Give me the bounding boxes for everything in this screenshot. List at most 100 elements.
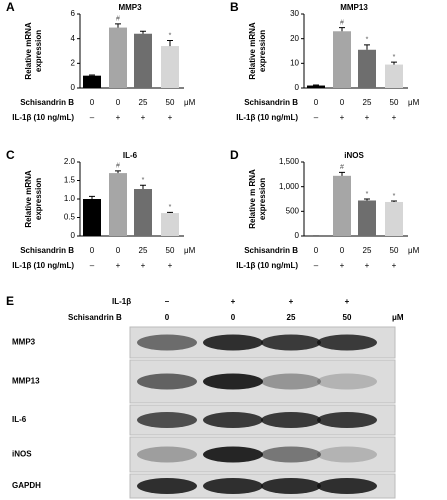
treatment-label: – bbox=[165, 297, 170, 306]
y-axis-label-line: Relative mRNA bbox=[248, 22, 257, 80]
significance-mark: * bbox=[366, 37, 369, 44]
blot-band bbox=[317, 478, 377, 494]
chart-title: iNOS bbox=[344, 151, 364, 160]
bar bbox=[109, 27, 127, 88]
error-bar bbox=[339, 171, 345, 176]
y-axis-label-line: expression bbox=[258, 178, 267, 220]
error-bar bbox=[391, 200, 397, 202]
unit-label: μM bbox=[392, 313, 404, 322]
row-label: IL-1β (10 ng/mL) bbox=[12, 261, 74, 270]
bar bbox=[358, 200, 376, 236]
row-label: Schisandrin B bbox=[20, 98, 74, 107]
row-label: Schisandrin B bbox=[20, 246, 74, 255]
y-tick-label: 1.5 bbox=[64, 176, 76, 185]
treatment-label: + bbox=[168, 261, 173, 270]
bar bbox=[385, 64, 403, 88]
significance-mark: # bbox=[116, 163, 120, 170]
row-label: IL-1β (10 ng/mL) bbox=[236, 261, 298, 270]
header-label: IL-1β bbox=[112, 297, 131, 306]
error-bar bbox=[364, 44, 370, 50]
bar bbox=[134, 189, 152, 236]
row-label: MMP13 bbox=[12, 377, 40, 386]
blot-band bbox=[203, 373, 263, 390]
significance-mark: # bbox=[116, 16, 120, 23]
error-bar bbox=[364, 198, 370, 201]
significance-mark: * bbox=[366, 191, 369, 198]
treatment-label: – bbox=[90, 113, 95, 122]
error-bar bbox=[140, 184, 146, 190]
x-tick-label: 50 bbox=[166, 246, 175, 255]
error-bar bbox=[89, 195, 95, 199]
x-tick-label: 0 bbox=[340, 246, 345, 255]
chart-title: MMP3 bbox=[118, 3, 142, 12]
row-label: IL-1β (10 ng/mL) bbox=[12, 113, 74, 122]
error-bar bbox=[115, 23, 121, 28]
treatment-label: + bbox=[365, 261, 370, 270]
significance-mark: * bbox=[393, 54, 396, 61]
y-axis-label: Relative m RNAexpression bbox=[248, 169, 267, 229]
y-tick-label: 4 bbox=[71, 34, 76, 43]
bar bbox=[385, 201, 403, 236]
bar bbox=[333, 175, 351, 236]
y-axis-label-line: expression bbox=[258, 30, 267, 72]
panel-label: A bbox=[6, 0, 15, 14]
x-tick-label: 50 bbox=[390, 98, 399, 107]
significance-mark: # bbox=[340, 164, 344, 171]
treatment-label: – bbox=[314, 113, 319, 122]
row-label: Schisandrin B bbox=[244, 246, 298, 255]
row-label: Schisandrin B bbox=[244, 98, 298, 107]
y-tick-label: 0 bbox=[295, 83, 300, 92]
bar bbox=[307, 85, 325, 88]
bar bbox=[109, 173, 127, 236]
chart-title: IL-6 bbox=[123, 151, 138, 160]
panel-label: B bbox=[230, 0, 239, 14]
error-bar bbox=[339, 27, 345, 32]
row-label: MMP3 bbox=[12, 338, 36, 347]
y-tick-label: 1.0 bbox=[64, 194, 76, 203]
treatment-label: + bbox=[392, 261, 397, 270]
y-axis-label-line: expression bbox=[34, 178, 43, 220]
chart-title: MMP13 bbox=[340, 3, 368, 12]
panel-label: E bbox=[6, 294, 14, 308]
significance-mark: * bbox=[142, 177, 145, 184]
blot-band bbox=[137, 478, 197, 494]
treatment-label: + bbox=[340, 261, 345, 270]
treatment-label: + bbox=[345, 297, 350, 306]
bar bbox=[161, 46, 179, 88]
unit-label: μM bbox=[408, 98, 420, 107]
y-axis-label-line: expression bbox=[34, 30, 43, 72]
y-axis-label: Relative mRNAexpression bbox=[24, 22, 43, 80]
x-tick-label: 0 bbox=[340, 98, 345, 107]
blot-band bbox=[261, 373, 321, 390]
x-tick-label: 25 bbox=[139, 98, 148, 107]
x-tick-label: 50 bbox=[390, 246, 399, 255]
treatment-label: + bbox=[289, 297, 294, 306]
dose-label: 25 bbox=[287, 313, 296, 322]
blot-band bbox=[203, 334, 263, 351]
y-tick-label: 0.5 bbox=[64, 213, 76, 222]
blot-band bbox=[317, 334, 377, 351]
blot-band bbox=[137, 412, 197, 428]
error-bar bbox=[167, 40, 173, 47]
blot-band bbox=[317, 446, 377, 463]
header-label: Schisandrin B bbox=[68, 313, 122, 322]
significance-mark: * bbox=[169, 204, 172, 211]
y-tick-label: 2 bbox=[71, 58, 76, 67]
significance-mark: * bbox=[169, 32, 172, 39]
bar bbox=[333, 31, 351, 88]
x-tick-label: 50 bbox=[166, 98, 175, 107]
dose-label: 0 bbox=[231, 313, 236, 322]
row-label: iNOS bbox=[12, 450, 32, 459]
y-tick-label: 500 bbox=[286, 206, 300, 215]
unit-label: μM bbox=[184, 98, 196, 107]
y-tick-label: 20 bbox=[290, 34, 299, 43]
x-tick-label: 25 bbox=[363, 246, 372, 255]
error-bar bbox=[167, 211, 173, 214]
y-tick-label: 0 bbox=[295, 231, 300, 240]
x-tick-label: 25 bbox=[139, 246, 148, 255]
error-bar bbox=[89, 74, 95, 76]
row-label: IL-6 bbox=[12, 415, 27, 424]
treatment-label: + bbox=[392, 113, 397, 122]
blot-band bbox=[203, 478, 263, 494]
